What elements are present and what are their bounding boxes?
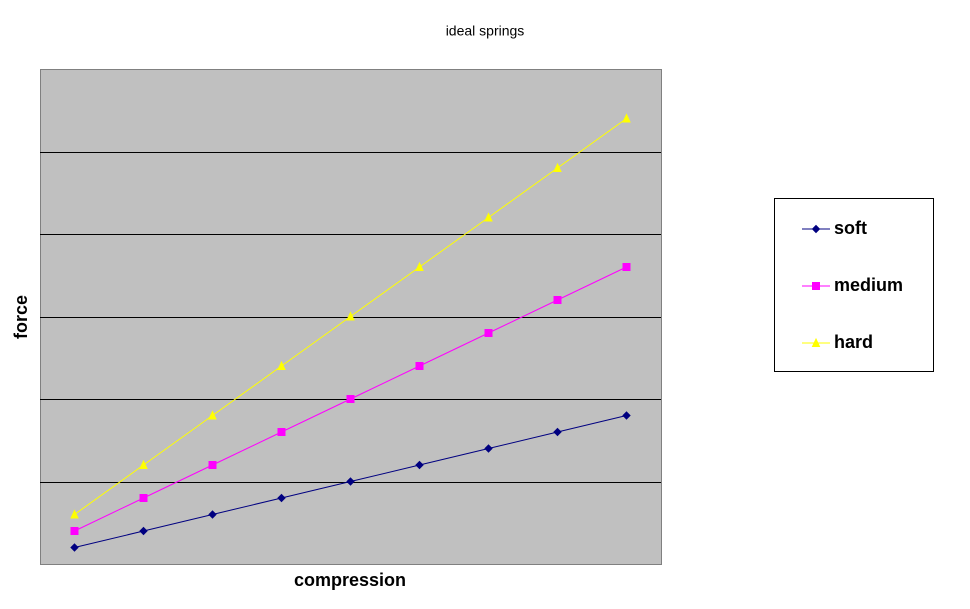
- legend-marker: [811, 224, 821, 234]
- marker: [553, 162, 562, 172]
- legend-label: medium: [834, 275, 903, 295]
- marker: [415, 460, 424, 470]
- marker: [415, 362, 424, 370]
- marker: [70, 509, 79, 519]
- marker: [70, 543, 79, 552]
- marker: [622, 113, 631, 123]
- y-axis-label: force: [11, 295, 31, 339]
- marker: [415, 261, 424, 271]
- marker: [484, 212, 493, 222]
- marker: [208, 461, 217, 469]
- marker: [277, 493, 286, 503]
- marker: [70, 527, 79, 535]
- legend-marker: [812, 282, 820, 290]
- chart-title: ideal springs: [446, 23, 525, 39]
- marker: [484, 329, 493, 337]
- marker: [208, 410, 217, 420]
- marker: [139, 526, 148, 536]
- marker: [277, 428, 286, 436]
- marker: [346, 395, 355, 403]
- marker: [484, 444, 493, 453]
- marker: [208, 510, 217, 519]
- legend-marker: [811, 337, 821, 347]
- marker: [622, 263, 631, 271]
- legend-label: hard: [834, 332, 873, 352]
- x-axis-label: compression: [294, 570, 406, 590]
- marker: [346, 311, 355, 321]
- marker: [622, 411, 631, 420]
- marker: [277, 360, 286, 370]
- legend: [774, 198, 934, 372]
- marker: [139, 494, 148, 502]
- marker: [553, 296, 562, 304]
- marker: [139, 459, 148, 469]
- marker: [553, 427, 562, 437]
- marker: [346, 477, 355, 486]
- legend-label: soft: [834, 218, 867, 238]
